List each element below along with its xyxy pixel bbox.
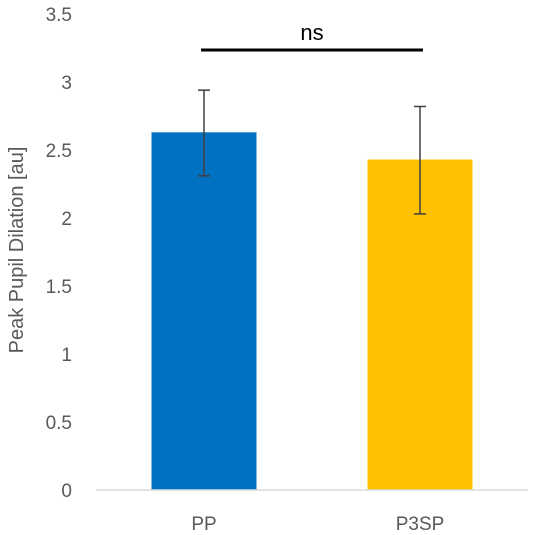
y-tick-label: 2.5 (46, 141, 72, 162)
error-bars (198, 89, 426, 215)
y-tick-label: 1 (61, 345, 72, 366)
y-tick-label: 3.5 (46, 5, 72, 26)
y-axis-label: Peak Pupil Dilation [au] (6, 147, 28, 354)
bars (151, 132, 473, 490)
x-axis-ticks: PP P3SP (191, 514, 444, 535)
significance-annotation: ns (201, 20, 423, 52)
y-tick-label: 0.5 (46, 413, 72, 434)
y-tick-label: 3 (61, 73, 72, 94)
y-tick-label: 2 (61, 209, 72, 230)
x-tick-label: P3SP (396, 514, 445, 535)
bar-pp (151, 132, 257, 490)
y-tick-label: 1.5 (46, 277, 72, 298)
y-axis-ticks: 0 0.5 1 1.5 2 2.5 3 3.5 (46, 5, 72, 502)
x-tick-label: PP (191, 514, 216, 535)
y-tick-label: 0 (61, 481, 72, 502)
significance-label: ns (300, 20, 323, 45)
